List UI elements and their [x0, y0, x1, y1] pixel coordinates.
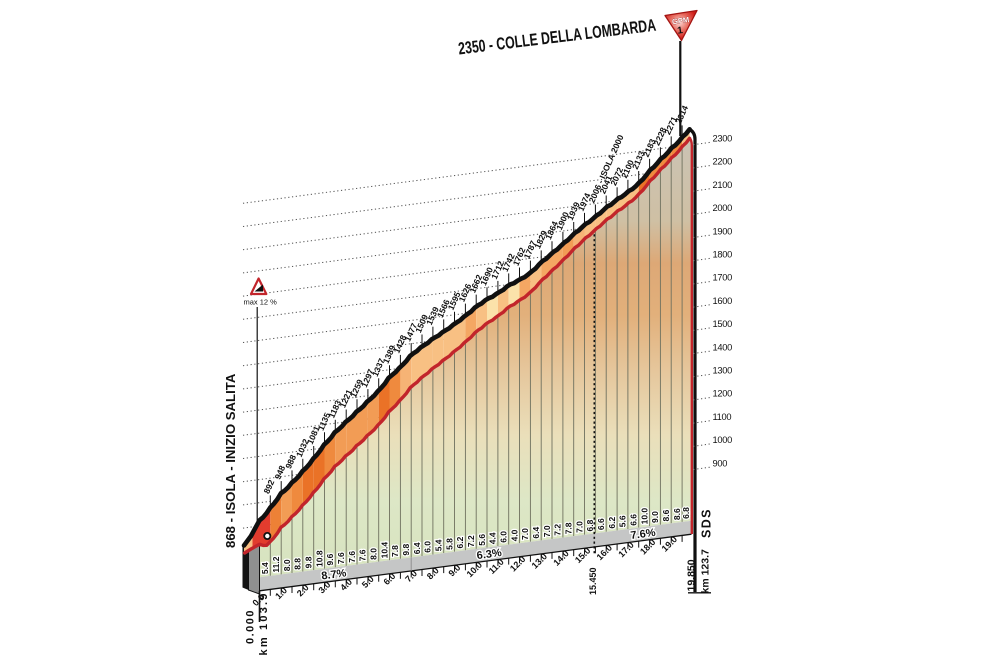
svg-text:1300: 1300 [713, 366, 733, 376]
svg-text:9.6: 9.6 [325, 553, 335, 565]
svg-text:10.8: 10.8 [314, 550, 324, 567]
svg-text:6.2: 6.2 [607, 517, 617, 529]
svg-text:1400: 1400 [713, 342, 733, 352]
svg-text:11.2: 11.2 [271, 556, 281, 572]
svg-text:6.6: 6.6 [629, 514, 639, 526]
svg-text:9.8: 9.8 [401, 544, 411, 556]
svg-text:1100: 1100 [713, 412, 732, 422]
svg-text:6.6: 6.6 [596, 518, 606, 530]
svg-text:6.0: 6.0 [499, 531, 509, 543]
svg-text:2100: 2100 [713, 180, 733, 190]
svg-text:7.0: 7.0 [520, 528, 530, 540]
svg-text:5.6: 5.6 [618, 515, 628, 527]
svg-text:1900: 1900 [713, 226, 733, 236]
svg-text:6.8: 6.8 [681, 507, 691, 519]
svg-text:5.6: 5.6 [477, 534, 487, 546]
svg-text:4.4: 4.4 [488, 532, 498, 544]
svg-text:10.4: 10.4 [379, 542, 389, 559]
svg-text:1: 1 [677, 25, 684, 37]
svg-text:SDS: SDS [700, 508, 714, 538]
svg-text:GPM: GPM [671, 15, 689, 26]
svg-text:2000: 2000 [713, 203, 733, 213]
svg-text:6.4: 6.4 [412, 542, 422, 554]
svg-text:6.4: 6.4 [531, 527, 541, 539]
svg-text:7.6: 7.6 [347, 551, 357, 563]
svg-text:9.8: 9.8 [304, 556, 314, 568]
svg-text:4.0: 4.0 [509, 529, 519, 541]
svg-text:1700: 1700 [713, 273, 733, 283]
svg-text:6.2: 6.2 [455, 536, 465, 548]
svg-text:8.6: 8.6 [661, 509, 671, 521]
svg-text:1500: 1500 [713, 319, 733, 329]
svg-text:5.8: 5.8 [444, 538, 454, 550]
svg-text:7.2: 7.2 [466, 535, 476, 547]
svg-text:5.4: 5.4 [434, 539, 444, 551]
svg-text:868 - ISOLA - INIZIO SALITA: 868 - ISOLA - INIZIO SALITA [223, 373, 238, 548]
svg-text:8.0: 8.0 [369, 548, 379, 560]
svg-text:5.4: 5.4 [260, 562, 270, 574]
svg-text:km 123.7: km 123.7 [700, 549, 712, 594]
svg-text:7.6: 7.6 [358, 549, 368, 561]
svg-text:7.8: 7.8 [564, 522, 574, 534]
svg-text:km 103.9: km 103.9 [258, 591, 270, 655]
svg-text:2200: 2200 [713, 157, 733, 167]
svg-text:9.0: 9.0 [650, 511, 660, 523]
svg-text:10.0: 10.0 [639, 508, 649, 525]
svg-text:7.8: 7.8 [390, 545, 400, 557]
svg-text:0.000: 0.000 [245, 609, 257, 644]
svg-text:7.0: 7.0 [542, 525, 552, 537]
svg-text:6.8: 6.8 [585, 519, 595, 531]
svg-text:6.0: 6.0 [423, 541, 433, 553]
svg-text:8.8: 8.8 [293, 558, 303, 570]
svg-text:15.450: 15.450 [588, 567, 598, 595]
svg-text:1200: 1200 [713, 389, 733, 399]
svg-text:7.2: 7.2 [553, 524, 563, 536]
svg-text:900: 900 [713, 458, 728, 468]
svg-text:1800: 1800 [713, 250, 733, 260]
svg-text:2300: 2300 [713, 134, 733, 144]
svg-text:7.0: 7.0 [574, 521, 584, 533]
svg-text:1600: 1600 [713, 296, 733, 306]
svg-text:6.3%: 6.3% [476, 547, 503, 562]
svg-text:7.6: 7.6 [336, 552, 346, 564]
svg-text:8.0: 8.0 [282, 559, 292, 571]
svg-text:19.850: 19.850 [686, 559, 698, 591]
svg-text:8.6: 8.6 [672, 508, 682, 520]
svg-text:1000: 1000 [713, 435, 733, 445]
svg-text:8.7%: 8.7% [321, 567, 348, 582]
svg-text:7.6%: 7.6% [630, 527, 657, 542]
svg-text:max 12 %: max 12 % [244, 298, 278, 307]
